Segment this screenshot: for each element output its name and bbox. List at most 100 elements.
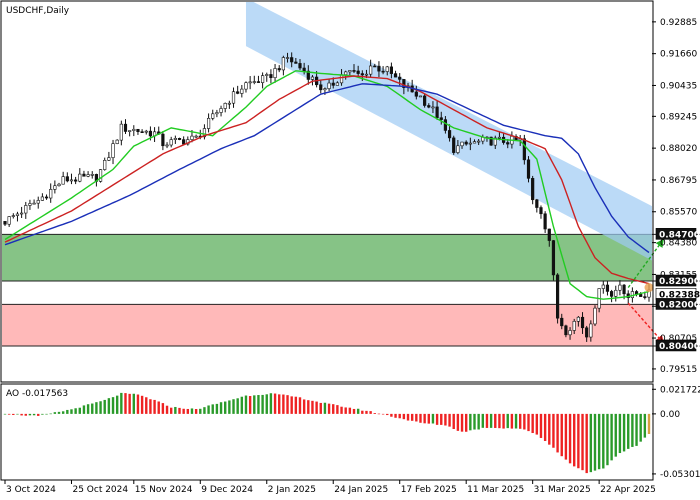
candle-body	[236, 91, 240, 94]
ao-bar	[485, 413, 489, 428]
time-tick-label: 24 Jan 2025	[334, 485, 388, 495]
candle-body	[547, 228, 551, 241]
ao-bar	[548, 413, 551, 445]
candle-body	[61, 176, 65, 185]
ao-bar	[194, 409, 198, 414]
candle-body	[614, 289, 618, 297]
ma-fast-line	[4, 70, 650, 300]
ao-bar	[311, 400, 314, 414]
price-pane-frame	[0, 0, 654, 383]
ao-bar	[618, 413, 622, 454]
ao-bar	[581, 413, 584, 471]
ao-bar	[315, 401, 318, 414]
ao-bar	[124, 393, 127, 414]
ao-bar	[444, 413, 447, 426]
ao-tick-label: 0.021722	[660, 385, 700, 395]
ao-bar	[635, 413, 638, 446]
ao-bar	[614, 413, 617, 457]
chart-title: USDCHF,Daily	[6, 6, 70, 16]
ao-bar	[610, 413, 613, 461]
candle-body	[227, 102, 231, 105]
candle-body	[256, 81, 261, 83]
current-price-marker	[644, 283, 654, 293]
candle-body	[389, 66, 394, 74]
level-label-text: 0.82900	[659, 277, 700, 287]
ao-bar	[182, 408, 185, 414]
ao-bar	[535, 413, 539, 435]
ao-bar	[469, 413, 472, 431]
candle-body	[452, 137, 456, 153]
ao-bar	[464, 413, 468, 432]
moving-averages	[4, 70, 650, 300]
ao-bar	[165, 405, 169, 414]
ao-bar	[352, 408, 356, 414]
candle-body	[319, 84, 323, 91]
ma-mid-line	[4, 75, 650, 285]
candle-body	[65, 176, 69, 182]
candle-body	[493, 137, 497, 146]
ao-bar	[219, 402, 223, 414]
ao-bar	[78, 407, 81, 414]
ao-bar	[132, 393, 135, 414]
candle-body	[522, 138, 526, 161]
forecast-arrows	[627, 238, 665, 344]
time-tick-label: 9 Dec 2024	[201, 485, 253, 495]
ao-bar	[406, 413, 410, 421]
ao-bar	[236, 398, 239, 414]
time-tick-label: 11 Mar 2025	[467, 485, 524, 495]
ao-bar	[394, 413, 397, 418]
candle-body	[86, 174, 90, 177]
ao-bar	[419, 413, 422, 423]
candle-body	[169, 139, 173, 146]
candle-body	[572, 321, 576, 331]
ao-bar	[190, 408, 194, 414]
candle-body	[115, 139, 119, 144]
candle-body	[11, 215, 15, 217]
candle-body	[381, 70, 385, 73]
ao-bar	[174, 406, 177, 414]
candle-body	[593, 307, 597, 325]
price-zones	[2, 233, 700, 347]
ao-bar	[647, 413, 651, 434]
candle-body	[576, 316, 580, 322]
ao-bar	[435, 413, 439, 425]
candle-body	[306, 70, 310, 80]
ao-bar	[302, 399, 306, 414]
ao-bar	[294, 396, 298, 414]
candle-body	[136, 128, 140, 132]
candle-body	[551, 240, 556, 276]
candle-body	[177, 138, 182, 140]
ao-bar	[269, 393, 273, 414]
candle-body	[456, 145, 460, 153]
candle-body	[564, 325, 568, 336]
price-pane: USDCHF,Daily 0.92885 0.91660 0.90435 0.8924…	[0, 0, 700, 383]
price-tick-label: 0.88020	[660, 144, 697, 154]
ao-bar	[203, 407, 206, 414]
ao-bar	[240, 396, 244, 414]
candle-body	[447, 130, 452, 139]
candle-body	[32, 202, 36, 205]
candle-body	[402, 79, 406, 88]
ao-bar	[597, 413, 601, 470]
candle-body	[206, 118, 211, 129]
ao-bar	[452, 413, 455, 430]
ao-bar	[161, 403, 165, 414]
forecast-arrow	[627, 238, 664, 288]
ao-bar	[111, 397, 115, 414]
ao-bar	[136, 394, 140, 414]
level-label-text: 0.84700	[659, 230, 700, 240]
candle-body	[44, 196, 49, 199]
ao-bar	[66, 409, 69, 414]
ao-bar	[28, 413, 32, 416]
ao-bar	[510, 413, 514, 429]
level-label-box	[655, 339, 697, 352]
ao-bar	[207, 405, 210, 414]
candle-body	[7, 216, 11, 225]
candle-body	[427, 105, 431, 108]
ao-bar	[348, 407, 352, 414]
candle-body	[393, 73, 398, 78]
candle-body	[618, 284, 622, 291]
ao-bar	[253, 395, 256, 414]
candle-body	[344, 71, 348, 75]
